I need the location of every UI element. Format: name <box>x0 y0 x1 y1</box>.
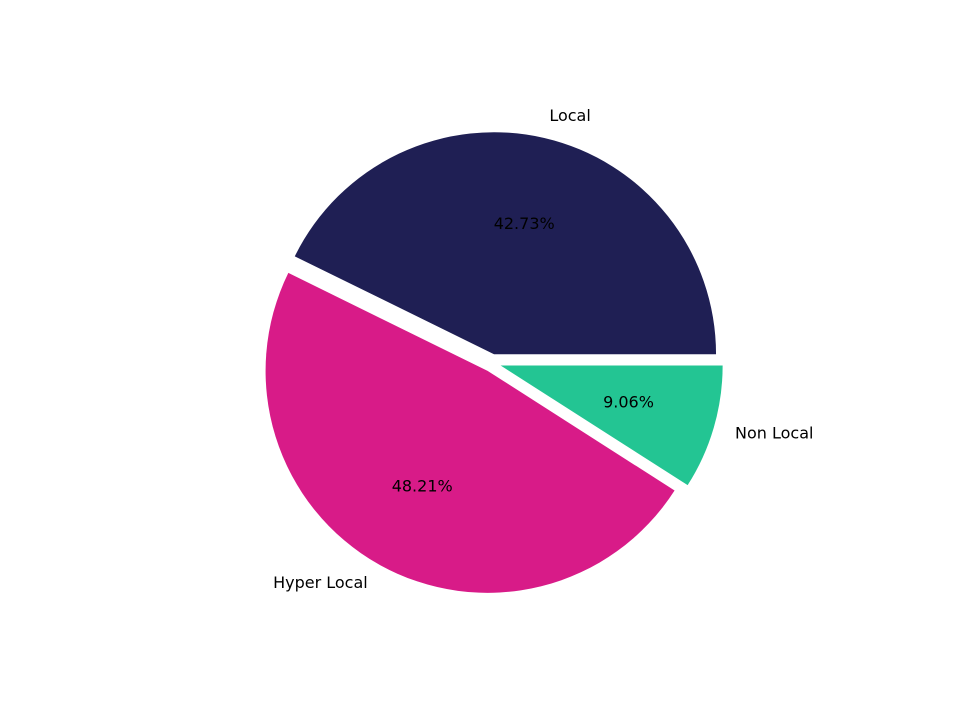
value-label: 48.21% <box>392 476 453 495</box>
pie-slice <box>294 132 717 355</box>
pie-slice <box>265 272 675 593</box>
slice-label: Non Local <box>735 424 813 443</box>
value-label: 9.06% <box>603 392 654 411</box>
pie-slice <box>500 365 723 486</box>
slice-label: Local <box>549 106 590 125</box>
slice-label: Hyper Local <box>273 573 368 592</box>
value-label: 42.73% <box>494 214 555 233</box>
